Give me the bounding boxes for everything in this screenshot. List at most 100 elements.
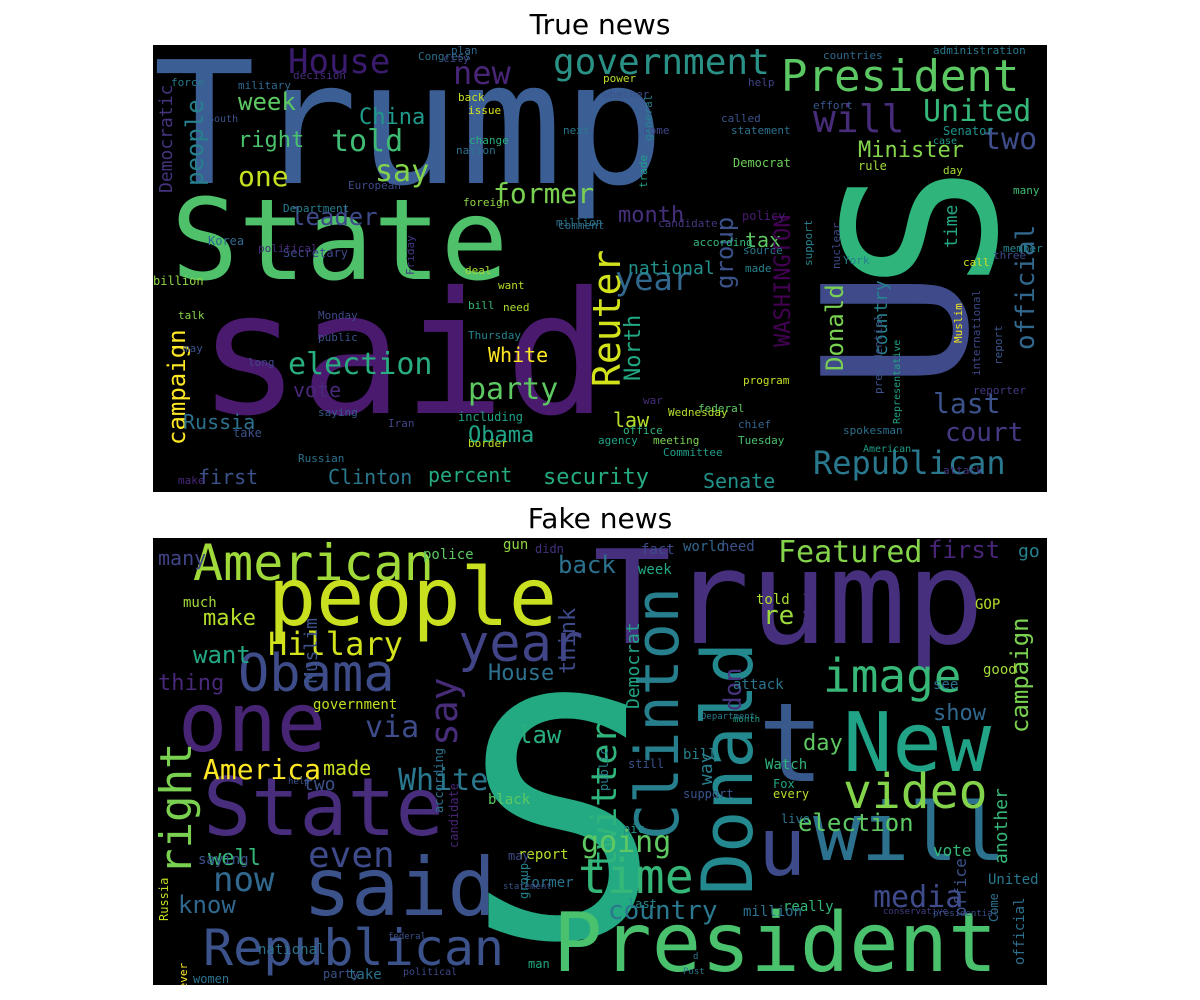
cloud-word: presidential	[933, 909, 999, 919]
cloud-word: back	[558, 551, 616, 579]
cloud-word: two	[303, 774, 336, 795]
cloud-word: State	[171, 176, 509, 306]
cloud-word: Russia	[157, 877, 171, 922]
cloud-word: Muslim	[952, 302, 965, 343]
cloud-word: nation	[456, 144, 496, 157]
cloud-word: report	[518, 847, 569, 863]
cloud-word: according	[432, 747, 446, 813]
cloud-word: made	[323, 756, 372, 780]
cloud-word: former	[523, 875, 574, 891]
cloud-word: many	[158, 546, 207, 570]
cloud-word: North	[621, 314, 646, 381]
cloud-word: law	[518, 721, 562, 749]
cloud-word: still	[628, 757, 665, 771]
cloud-word: report	[992, 324, 1005, 365]
cloud-word: month	[733, 715, 761, 725]
cloud-word: leader	[291, 203, 378, 231]
cloud-word: go	[1018, 541, 1040, 562]
cloud-word: issue	[468, 104, 502, 117]
cloud-word: member	[1003, 242, 1043, 255]
cloud-word: Donald	[821, 284, 849, 372]
cloud-word: called	[721, 112, 761, 125]
cloud-word: case	[933, 136, 958, 147]
cloud-word: White	[398, 763, 489, 798]
cloud-word: government	[313, 697, 398, 713]
cloud-word: GOP	[975, 597, 1001, 613]
cloud-word: attack	[733, 677, 784, 693]
cloud-word: spokesman	[843, 424, 903, 437]
cloud-word: talk	[178, 309, 205, 322]
cloud-word: want	[193, 641, 251, 669]
cloud-word: Trump	[593, 538, 985, 674]
cloud-word: may	[183, 342, 203, 355]
cloud-word: change	[469, 134, 509, 147]
cloud-word: Department	[283, 202, 350, 215]
cloud-word: need	[503, 301, 530, 314]
cloud-word: party	[468, 372, 559, 407]
cloud-word: military	[238, 79, 291, 92]
cloud-word: u	[758, 801, 807, 894]
cloud-word: Watch	[765, 757, 808, 773]
cloud-word: international	[970, 289, 983, 376]
cloud-word: fact	[641, 542, 675, 558]
cloud-word: conservative	[883, 907, 949, 917]
cloud-word: three	[993, 249, 1027, 262]
cloud-word: tax	[745, 228, 782, 252]
cloud-word: Republican	[813, 444, 1006, 482]
cloud-word: President	[553, 896, 998, 985]
cloud-word: Friday	[404, 234, 417, 275]
cloud-word: good	[983, 662, 1017, 678]
cloud-word: meeting	[653, 434, 700, 447]
cloud-word: thing	[158, 671, 225, 696]
cloud-word: program	[743, 374, 790, 387]
cloud-word: month	[618, 203, 685, 228]
cloud-word: going	[581, 825, 672, 860]
cloud-word: police	[423, 547, 474, 563]
cloud-word: million	[556, 216, 603, 229]
cloud-word: Monday	[318, 309, 358, 322]
cloud-word: China	[359, 105, 426, 130]
cloud-word: long	[248, 356, 275, 369]
cloud-word: call	[963, 256, 990, 269]
cloud-word: vote	[933, 841, 972, 860]
cloud-word: vote	[293, 378, 342, 402]
cloud-word: including	[458, 410, 524, 424]
cloud-word: national	[258, 942, 326, 958]
cloud-word: source	[743, 244, 783, 257]
cloud-word: pic	[623, 822, 645, 836]
cloud-word: nuclear	[830, 222, 843, 270]
cloud-word: federal	[388, 932, 426, 942]
cloud-word: American	[193, 538, 434, 592]
cloud-word: week	[238, 88, 296, 116]
cloud-word: Fox	[773, 777, 795, 791]
cloud-word: made	[745, 262, 772, 275]
cloud-word: trade	[637, 154, 650, 188]
cloud-word: effort	[813, 99, 853, 112]
cloud-word: last	[933, 387, 1001, 420]
cloud-word: countries	[823, 49, 883, 62]
cloud-word: Korea	[208, 234, 245, 248]
cloud-word: image	[823, 649, 962, 703]
cloud-word: decision	[293, 69, 346, 82]
cloud-word: saying	[318, 406, 358, 419]
cloud-word: one	[238, 160, 289, 193]
cloud-word: reporter	[973, 384, 1026, 397]
cloud-word: law	[613, 408, 650, 432]
cloud-word: really	[783, 899, 834, 915]
cloud-word: much	[183, 595, 217, 611]
cloud-word: President	[781, 51, 1020, 102]
cloud-word: make	[178, 474, 205, 487]
cloud-word: Featured	[778, 538, 923, 570]
cloud-word: day	[803, 731, 843, 756]
cloud-word: may	[508, 849, 530, 863]
cloud-word: America	[203, 753, 322, 786]
cloud-word: will	[813, 786, 1006, 879]
cloud-word: office	[951, 857, 970, 916]
cloud-word: election	[288, 347, 433, 382]
cloud-word: Wednesday	[668, 406, 728, 419]
cloud-word: Secretary	[283, 246, 349, 260]
cloud-word: American	[863, 444, 912, 455]
cloud-word: Congress	[418, 50, 471, 63]
cloud-word: statement	[731, 124, 791, 137]
cloud-word: House	[288, 45, 391, 82]
